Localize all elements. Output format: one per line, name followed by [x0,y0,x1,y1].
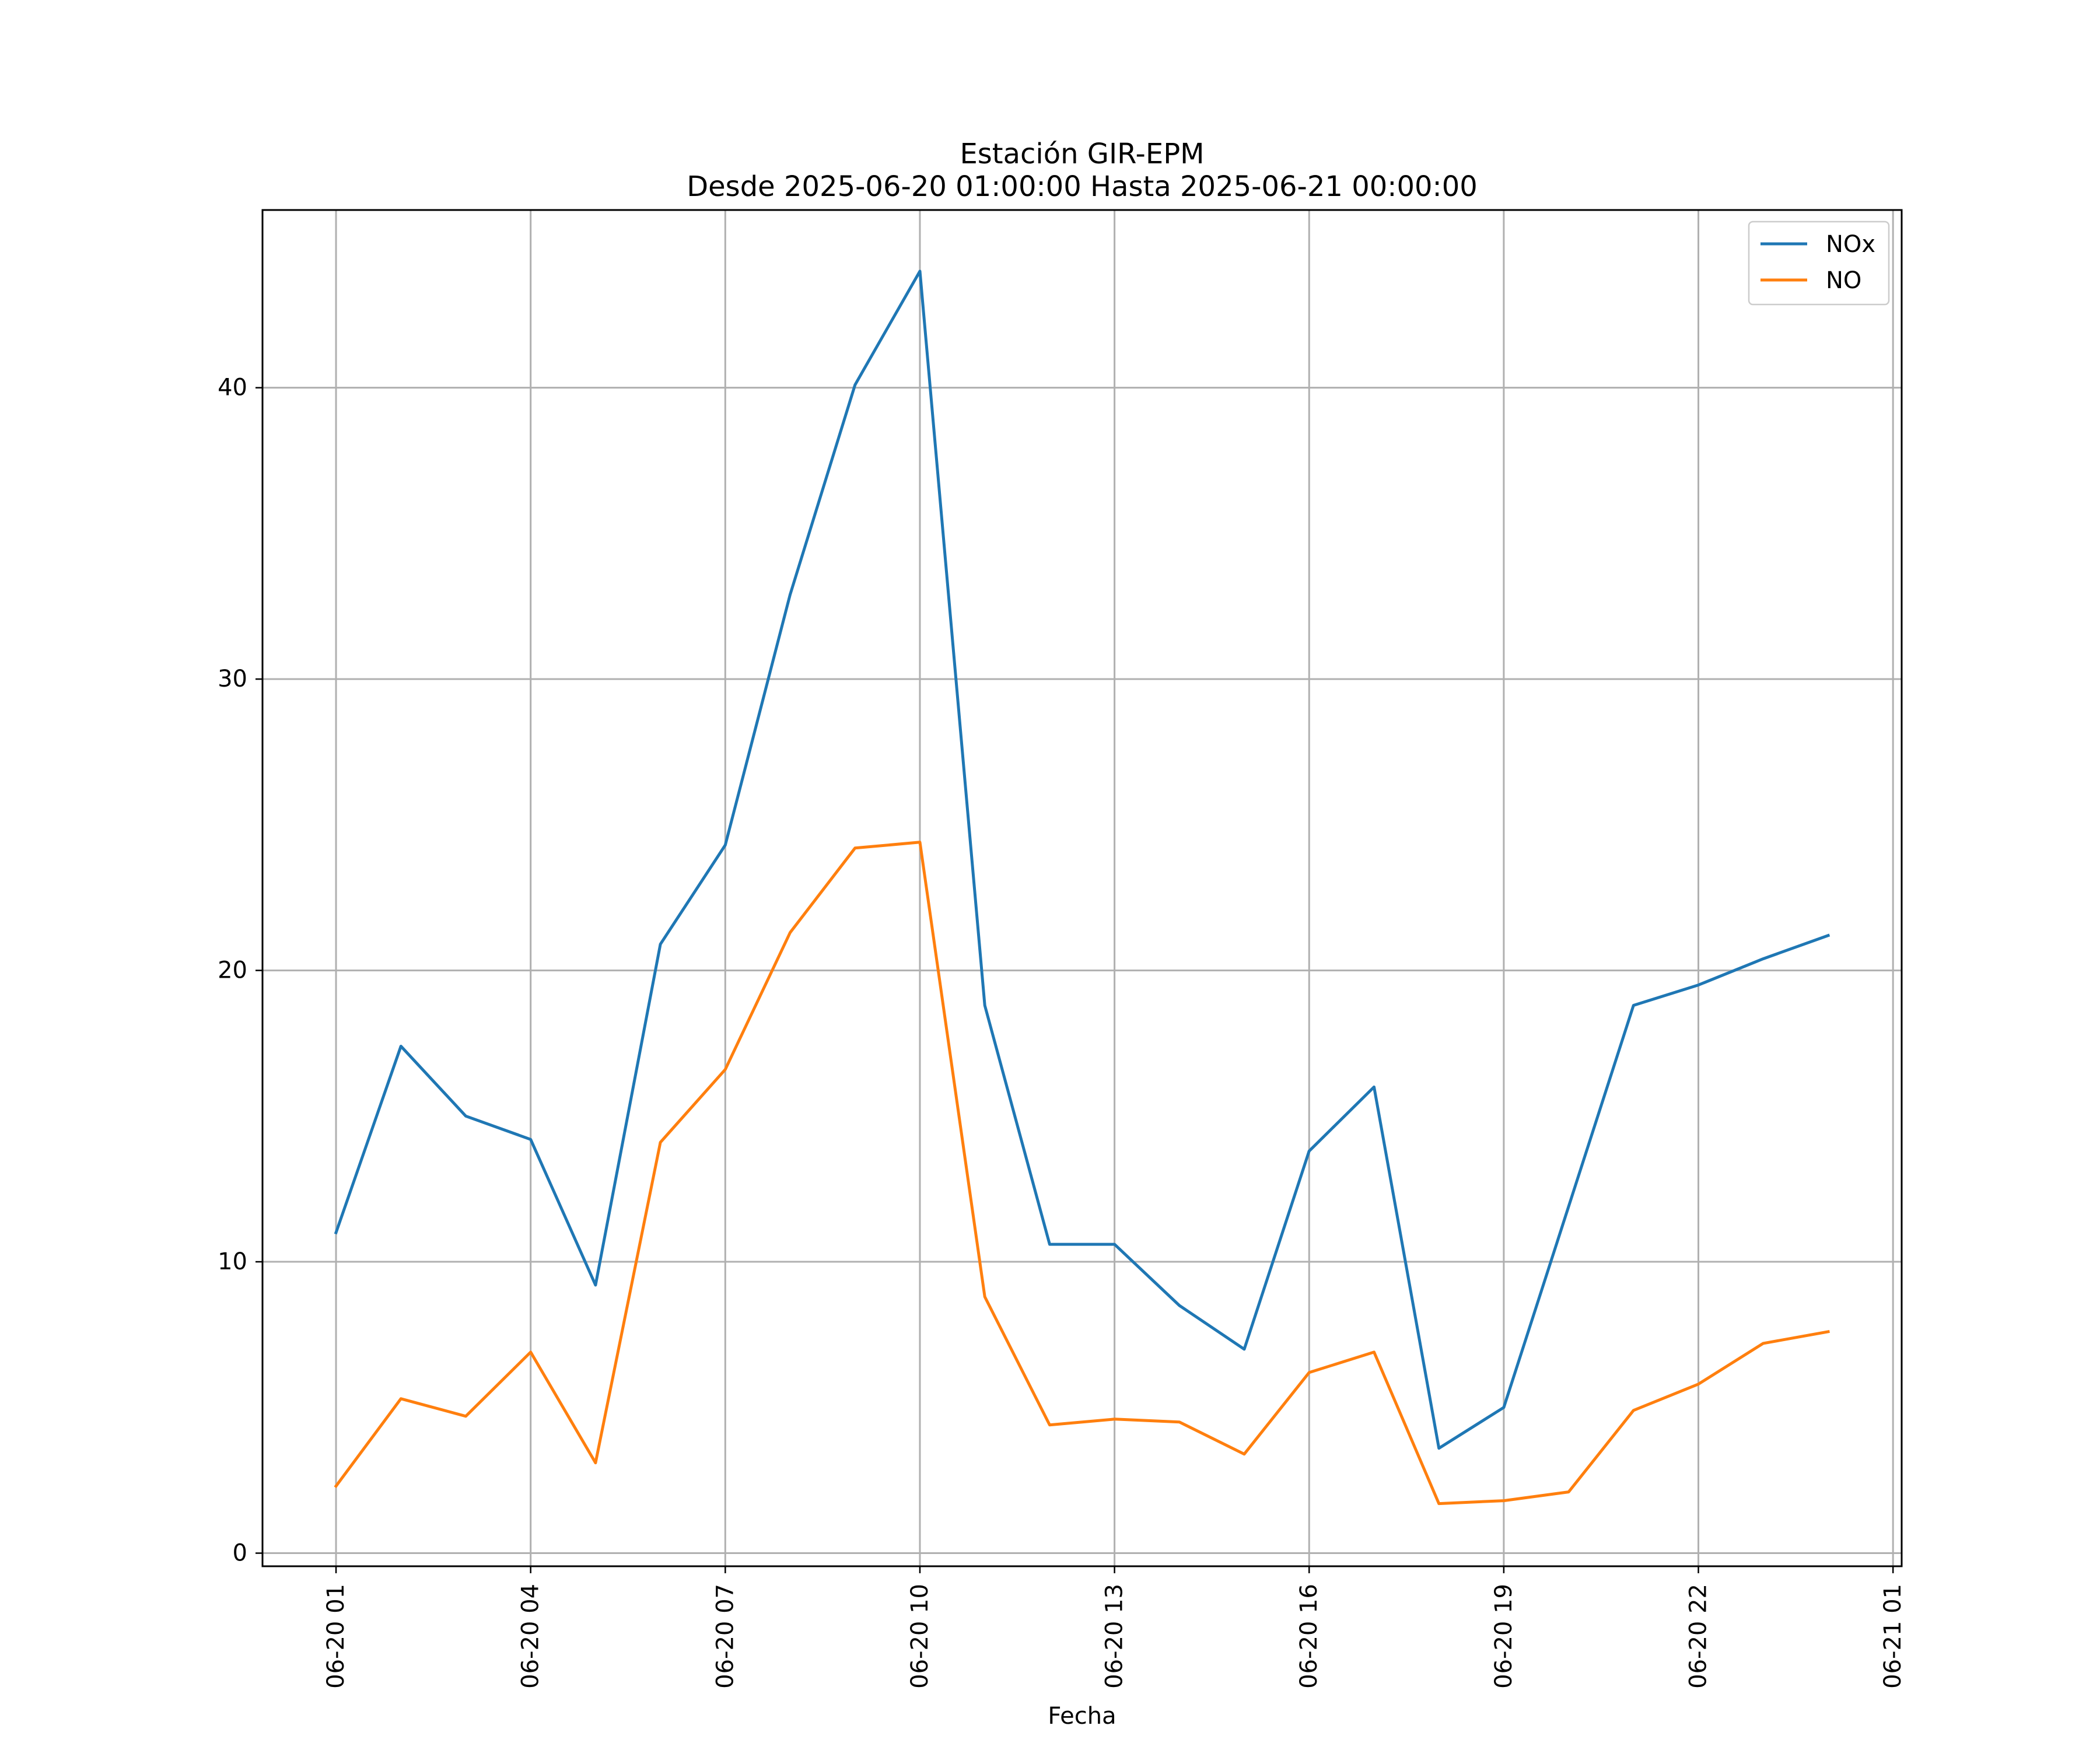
y-tick-label: 20 [218,957,247,984]
x-tick-label: 06-20 19 [1490,1584,1517,1689]
x-tick-label: 06-20 13 [1101,1584,1128,1689]
legend: NOx NO [1748,220,1890,306]
series-line-no [334,841,1830,1506]
x-tick-label: 06-20 01 [323,1584,349,1689]
legend-label-nox: NOx [1826,231,1875,258]
y-tick-label: 10 [218,1248,247,1275]
x-axis: 06-20 01 06-20 04 06-20 07 06-20 10 06-20 13… [323,1566,1906,1689]
grid-layer [262,210,1902,1566]
series-line-nox [334,270,1831,1450]
y-tick-label: 30 [218,666,247,692]
y-tick-label: 0 [233,1540,247,1567]
plot-frame [261,209,1903,1567]
legend-label-no: NO [1826,267,1861,294]
series-layer [334,270,1831,1506]
x-tick-label: 06-20 10 [907,1584,933,1689]
y-axis: 0 10 20 30 40 [218,374,262,1567]
x-tick-label: 06-21 01 [1880,1584,1906,1689]
y-tick-label: 40 [218,374,247,401]
x-axis-label: Fecha [1048,1703,1116,1730]
x-tick-label: 06-20 16 [1296,1584,1322,1689]
chart-title: Estación GIR-EPM [960,138,1204,170]
x-tick-label: 06-20 04 [517,1584,544,1689]
chart-subtitle: Desde 2025-06-20 01:00:00 Hasta 2025-06-… [687,170,1478,203]
x-tick-label: 06-20 22 [1685,1584,1712,1689]
x-tick-label: 06-20 07 [712,1584,738,1689]
